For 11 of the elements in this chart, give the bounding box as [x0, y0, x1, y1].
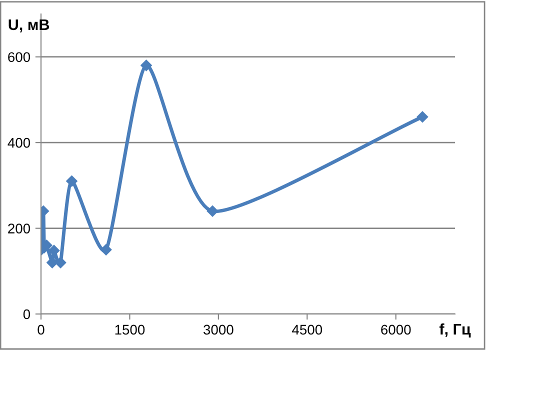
x-axis-title: f, Гц [439, 323, 471, 338]
x-tick-label: 6000 [381, 324, 411, 335]
x-tick-label: 0 [38, 324, 44, 335]
y-tick-label: 400 [8, 138, 30, 148]
y-axis-title: U, мВ [8, 19, 50, 32]
y-tick-label: 200 [8, 224, 30, 234]
y-tick-label: 0 [23, 309, 30, 320]
y-tick-label: 600 [8, 52, 30, 62]
x-tick-label: 1500 [115, 324, 145, 335]
x-tick-label: 4500 [292, 324, 322, 335]
x-tick-label: 3000 [204, 324, 234, 335]
